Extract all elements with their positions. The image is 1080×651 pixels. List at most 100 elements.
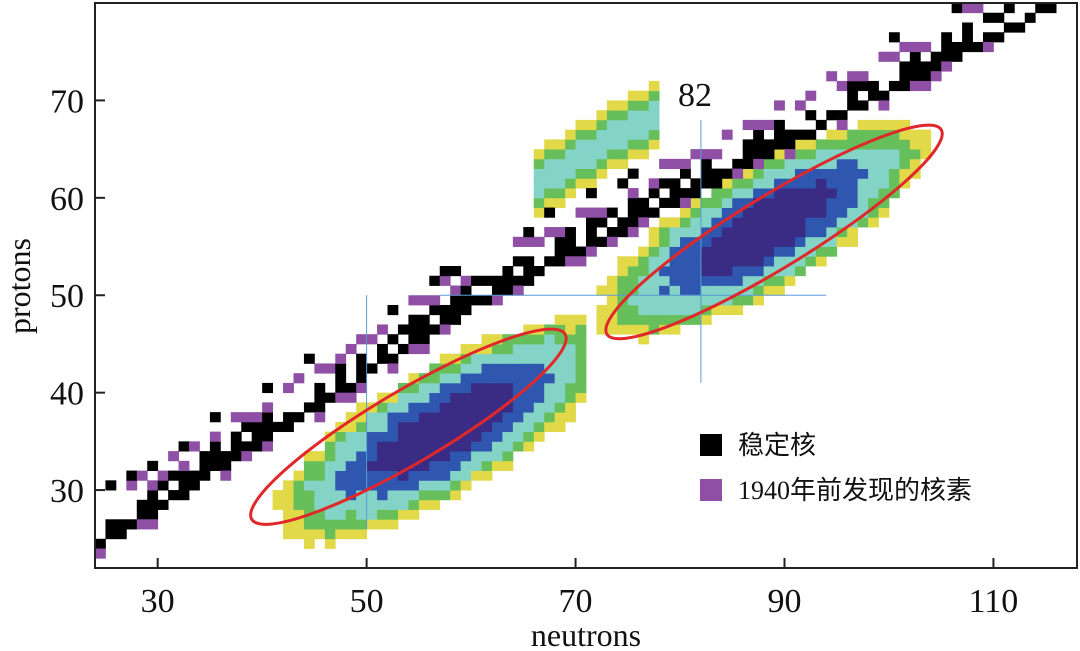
fragment-cell — [711, 188, 723, 199]
fragment-cell — [721, 197, 733, 208]
fragment-cell — [502, 441, 514, 452]
fragment-cell — [586, 129, 597, 140]
fragment-cell — [418, 373, 430, 384]
fragment-cell — [784, 178, 796, 189]
fragment-cell — [283, 519, 294, 530]
fragment-cell — [742, 168, 754, 179]
fragment-cell — [659, 324, 670, 335]
fragment-cell — [502, 382, 514, 394]
fragment-cell — [847, 178, 859, 189]
x-tick-label: 50 — [350, 583, 384, 620]
fragment-cell — [878, 188, 890, 199]
fragment-cell — [815, 168, 827, 179]
fragment-cell — [794, 149, 806, 160]
fragment-cell — [826, 207, 838, 218]
fragment-cell — [899, 158, 911, 170]
stable-nuclide — [951, 3, 963, 14]
early-known-nuclide — [136, 519, 148, 530]
stable-nuclide — [669, 197, 681, 208]
stable-nuclide — [962, 22, 973, 33]
fragment-cell — [700, 246, 712, 257]
fragment-cell — [366, 490, 378, 501]
stable-nuclide — [993, 12, 1005, 23]
early-known-nuclide — [888, 51, 900, 62]
stable-nuclide — [763, 149, 775, 160]
fragment-cell — [815, 188, 827, 199]
x-tick-label: 70 — [559, 583, 593, 620]
fragment-cell — [690, 304, 702, 316]
fragment-cell — [763, 158, 775, 170]
fragment-cell — [460, 431, 472, 442]
fragment-cell — [460, 382, 472, 394]
stable-nuclide — [627, 168, 639, 179]
fragment-cell — [387, 480, 399, 491]
fragment-cell — [878, 168, 890, 179]
fragment-cell — [533, 412, 545, 423]
stable-nuclide — [972, 41, 984, 53]
stable-nuclide — [199, 451, 211, 462]
fragment-cell — [450, 421, 462, 433]
stable-nuclide — [512, 256, 524, 267]
stable-nuclide — [209, 412, 221, 423]
fragment-cell — [408, 382, 420, 394]
stable-nuclide — [241, 421, 253, 433]
fragment-cell — [502, 412, 514, 423]
fragment-cell — [888, 119, 900, 131]
fragment-cell — [763, 236, 775, 247]
stable-nuclide — [303, 353, 315, 364]
early-known-nuclide — [450, 285, 462, 296]
fragment-cell — [596, 119, 608, 131]
fragment-cell — [450, 480, 462, 491]
fragment-cell — [397, 470, 409, 481]
early-known-nuclide — [262, 402, 273, 413]
fragment-cell — [742, 227, 754, 238]
fragment-cell — [356, 499, 368, 510]
fragment-cell — [732, 188, 744, 199]
stable-nuclide — [648, 207, 660, 218]
early-known-nuclide — [418, 343, 430, 355]
stable-nuclide — [617, 178, 629, 189]
stable-nuclide — [209, 451, 221, 462]
fragment-cell — [293, 519, 305, 530]
stable-nuclide — [126, 519, 138, 530]
fragment-cell — [753, 207, 764, 218]
fragment-cell — [732, 295, 744, 306]
fragment-cell — [554, 412, 566, 423]
stable-nuclide — [157, 480, 169, 491]
fragment-cell — [638, 139, 650, 150]
fragment-cell — [345, 431, 357, 442]
fragment-cell — [377, 431, 388, 442]
early-known-nuclide — [335, 392, 347, 403]
fragment-cell — [512, 441, 524, 452]
fragment-cell — [711, 246, 723, 257]
fragment-cell — [721, 256, 733, 267]
stable-nuclide — [554, 256, 566, 267]
stable-nuclide — [335, 363, 347, 374]
fragment-cell — [366, 421, 378, 433]
early-known-nuclide — [377, 324, 388, 335]
fragment-cell — [753, 246, 764, 257]
stable-nuclide — [450, 266, 462, 277]
fragment-cell — [565, 392, 576, 403]
early-known-nuclide — [690, 149, 702, 160]
fragment-cell — [868, 149, 879, 160]
fragment-cell — [544, 392, 556, 403]
fragment-cell — [680, 275, 691, 286]
plot-frame — [94, 2, 1078, 569]
fragment-cell — [575, 129, 587, 140]
stable-nuclide — [586, 188, 597, 199]
fragment-cell — [460, 343, 472, 355]
stable-nuclide — [930, 61, 942, 72]
fragment-cell — [387, 412, 399, 423]
fragment-cell — [763, 178, 775, 189]
fragment-cell — [857, 168, 869, 179]
fragment-cell — [888, 188, 900, 199]
fragment-cell — [303, 460, 315, 471]
stable-nuclide — [899, 61, 911, 72]
early-known-nuclide — [554, 227, 566, 238]
fragment-cell — [324, 499, 336, 510]
stable-nuclide — [909, 61, 921, 72]
fragment-cell — [565, 324, 576, 335]
stable-nuclide — [951, 41, 963, 53]
fragment-cell — [627, 139, 639, 150]
